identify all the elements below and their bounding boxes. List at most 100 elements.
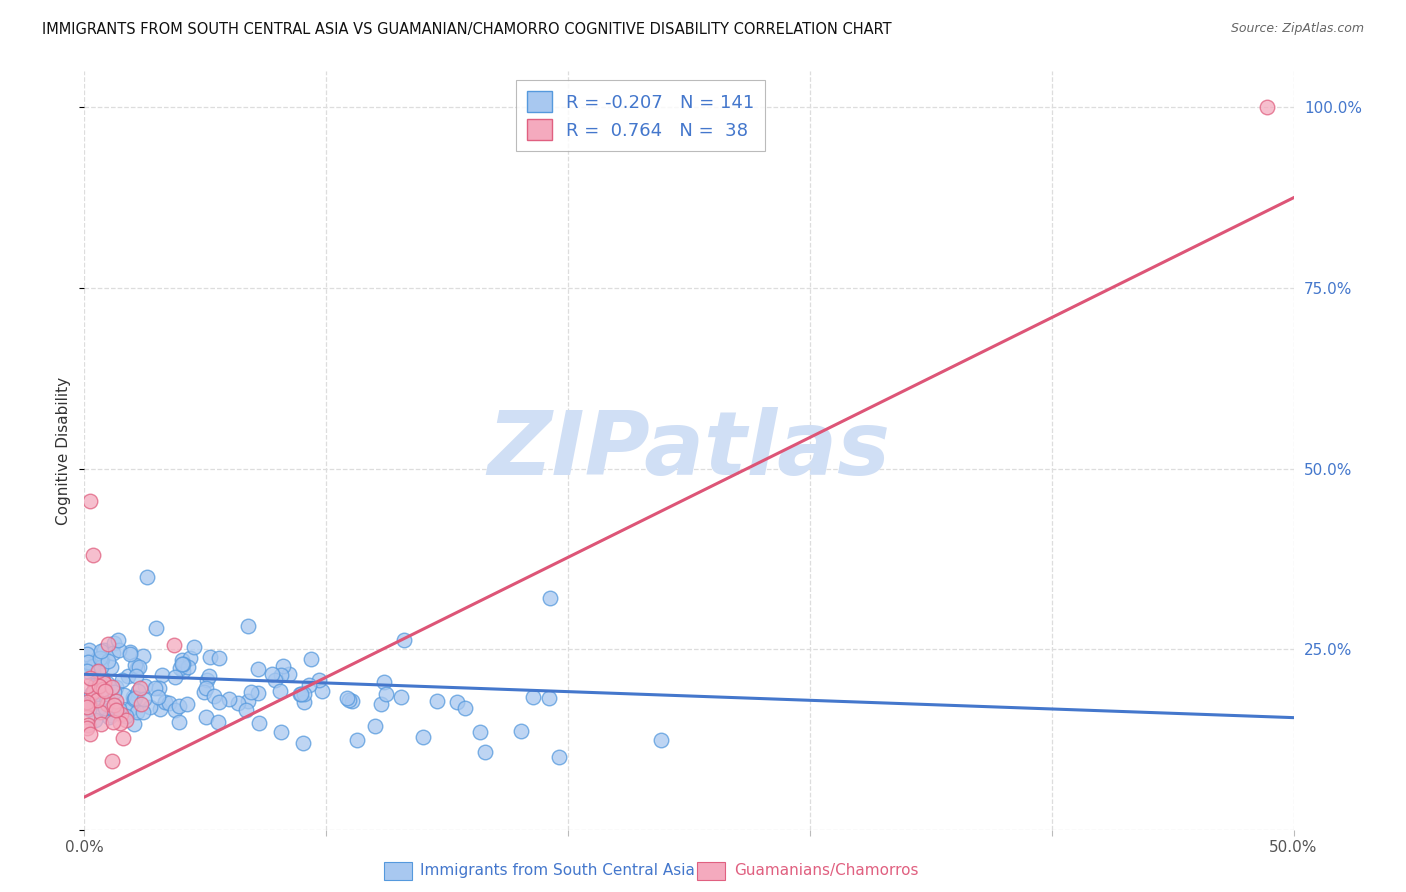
Point xyxy=(125,669,148,683)
Point xyxy=(143,681,166,695)
Point xyxy=(193,684,215,698)
Point xyxy=(79,687,101,701)
Point xyxy=(105,680,128,694)
Point xyxy=(93,643,115,657)
Point xyxy=(103,646,125,660)
Point xyxy=(93,676,115,690)
Point xyxy=(340,694,363,708)
Point xyxy=(236,618,259,632)
Point xyxy=(89,651,111,665)
Point xyxy=(200,649,222,664)
Point xyxy=(363,719,385,733)
Point xyxy=(650,733,672,747)
Point xyxy=(101,714,124,729)
Point xyxy=(235,703,257,717)
Point xyxy=(176,698,198,712)
Point xyxy=(103,698,125,713)
Point xyxy=(292,736,315,750)
Point xyxy=(83,682,105,697)
Point xyxy=(194,710,217,724)
Point xyxy=(101,681,124,695)
Y-axis label: Cognitive Disability: Cognitive Disability xyxy=(56,376,72,524)
Point xyxy=(292,695,315,709)
Point xyxy=(76,692,98,706)
Point xyxy=(454,701,477,715)
Point xyxy=(208,651,231,665)
Point xyxy=(86,693,108,707)
Point xyxy=(468,725,491,739)
Point xyxy=(87,700,110,714)
Point xyxy=(208,694,231,708)
Point xyxy=(548,749,571,764)
Point xyxy=(76,664,98,678)
Text: IMMIGRANTS FROM SOUTH CENTRAL ASIA VS GUAMANIAN/CHAMORRO COGNITIVE DISABILITY CO: IMMIGRANTS FROM SOUTH CENTRAL ASIA VS GU… xyxy=(42,22,891,37)
Point xyxy=(135,570,157,584)
Point xyxy=(299,652,322,666)
Point xyxy=(292,687,315,701)
Point xyxy=(125,661,148,675)
Point xyxy=(157,696,180,710)
Point xyxy=(129,698,152,712)
Point xyxy=(247,662,270,676)
Point xyxy=(122,716,145,731)
Point xyxy=(132,648,155,663)
Point xyxy=(128,660,150,674)
Point xyxy=(122,691,145,706)
Point xyxy=(87,679,110,693)
Point xyxy=(155,695,177,709)
Point xyxy=(100,659,122,673)
Point xyxy=(86,651,108,665)
Point xyxy=(509,724,531,739)
Point xyxy=(311,683,333,698)
Point xyxy=(148,681,170,695)
Point xyxy=(97,637,120,651)
Point xyxy=(91,681,114,696)
Point xyxy=(90,652,112,666)
Point xyxy=(179,651,201,665)
Point xyxy=(110,707,132,722)
Point xyxy=(120,645,142,659)
Point xyxy=(76,679,98,693)
Point xyxy=(335,690,357,705)
Point xyxy=(194,681,217,695)
Point xyxy=(82,548,104,562)
Point xyxy=(374,687,396,701)
Point xyxy=(90,716,112,731)
Point xyxy=(121,690,143,705)
Point xyxy=(77,717,100,731)
Point xyxy=(183,640,205,654)
Point xyxy=(117,669,139,683)
Point xyxy=(249,715,271,730)
Point xyxy=(426,694,449,708)
Point xyxy=(148,702,170,716)
Point xyxy=(373,674,395,689)
Point xyxy=(76,709,98,723)
Point xyxy=(270,667,292,681)
Point xyxy=(446,695,468,709)
Point xyxy=(111,673,134,688)
Point xyxy=(195,673,218,687)
Point xyxy=(76,700,98,714)
Point xyxy=(91,673,114,688)
Point xyxy=(172,657,194,671)
Point xyxy=(90,644,112,658)
Text: ZIPatlas: ZIPatlas xyxy=(488,407,890,494)
Point xyxy=(260,667,283,681)
Point xyxy=(101,755,124,769)
Point xyxy=(538,591,561,606)
Text: Source: ZipAtlas.com: Source: ZipAtlas.com xyxy=(1230,22,1364,36)
Point xyxy=(474,745,496,759)
Point xyxy=(76,721,98,735)
Point xyxy=(145,622,167,636)
Point xyxy=(263,673,285,688)
Point xyxy=(177,660,200,674)
Point xyxy=(288,687,311,701)
Point xyxy=(90,654,112,668)
Point xyxy=(79,698,101,712)
Point xyxy=(79,671,101,685)
Point xyxy=(522,690,544,704)
Point xyxy=(125,705,148,719)
Point xyxy=(77,702,100,716)
Point xyxy=(290,687,312,701)
Point xyxy=(97,654,120,668)
